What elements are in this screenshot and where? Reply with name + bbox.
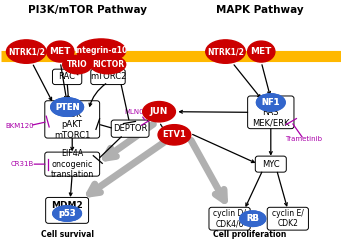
- FancyBboxPatch shape: [52, 69, 82, 85]
- Text: MDM2: MDM2: [51, 201, 83, 220]
- Text: MAPK Pathway: MAPK Pathway: [216, 5, 303, 15]
- Ellipse shape: [90, 55, 126, 74]
- Text: MET: MET: [50, 47, 71, 56]
- Text: RICTOR: RICTOR: [92, 60, 124, 69]
- Text: p53: p53: [58, 209, 76, 218]
- Ellipse shape: [240, 211, 266, 226]
- Text: JUN: JUN: [150, 107, 168, 116]
- Text: cyclin D/
CDK4/6: cyclin D/ CDK4/6: [213, 209, 246, 228]
- Text: PI3K
pAKT
mTORC1: PI3K pAKT mTORC1: [54, 99, 90, 139]
- Ellipse shape: [53, 206, 81, 221]
- Ellipse shape: [51, 98, 83, 116]
- Text: cyclin E/
CDK2: cyclin E/ CDK2: [272, 209, 304, 228]
- Ellipse shape: [240, 211, 266, 226]
- Text: PTEN: PTEN: [55, 103, 79, 111]
- Ellipse shape: [206, 40, 245, 63]
- Text: NF1: NF1: [262, 98, 280, 107]
- Text: RB: RB: [246, 214, 259, 223]
- Ellipse shape: [63, 55, 92, 74]
- Ellipse shape: [77, 39, 126, 62]
- FancyBboxPatch shape: [45, 101, 100, 138]
- FancyBboxPatch shape: [209, 207, 250, 230]
- Text: DEPTOR: DEPTOR: [113, 124, 147, 133]
- Ellipse shape: [158, 125, 191, 145]
- Text: PI3K/mTOR Pathway: PI3K/mTOR Pathway: [28, 5, 147, 15]
- FancyBboxPatch shape: [45, 152, 100, 176]
- Ellipse shape: [6, 40, 46, 63]
- Text: p53: p53: [58, 209, 76, 218]
- Ellipse shape: [248, 41, 275, 62]
- FancyBboxPatch shape: [91, 69, 125, 85]
- Text: mTORC2: mTORC2: [90, 72, 126, 81]
- Text: BKM120: BKM120: [5, 122, 34, 129]
- Ellipse shape: [256, 94, 285, 111]
- Ellipse shape: [53, 206, 81, 221]
- FancyBboxPatch shape: [267, 207, 308, 230]
- Text: RAS
MEK/ERK: RAS MEK/ERK: [252, 98, 290, 127]
- Ellipse shape: [51, 98, 83, 116]
- Ellipse shape: [47, 41, 74, 62]
- FancyBboxPatch shape: [111, 120, 149, 137]
- Text: CR31B: CR31B: [10, 161, 34, 167]
- Text: MET: MET: [251, 47, 272, 56]
- FancyBboxPatch shape: [45, 197, 89, 223]
- FancyBboxPatch shape: [255, 156, 286, 172]
- Text: RB: RB: [246, 214, 259, 223]
- Text: Cell survival: Cell survival: [41, 230, 94, 239]
- Text: NTRK1/2: NTRK1/2: [8, 47, 45, 56]
- Text: PTEN: PTEN: [55, 103, 79, 111]
- Text: Trametinib: Trametinib: [285, 136, 323, 142]
- FancyBboxPatch shape: [248, 96, 294, 129]
- Text: MLN0128: MLN0128: [124, 109, 158, 115]
- Ellipse shape: [256, 94, 285, 111]
- Text: EIF4A
oncogenic
translation: EIF4A oncogenic translation: [51, 149, 94, 179]
- Text: ETV1: ETV1: [162, 130, 186, 139]
- Text: RAC: RAC: [58, 72, 76, 81]
- Text: integrin-α10: integrin-α10: [75, 46, 128, 55]
- Text: Cell proliferation: Cell proliferation: [213, 230, 286, 239]
- Ellipse shape: [143, 101, 175, 122]
- Text: TRIO: TRIO: [67, 60, 88, 69]
- Text: MYC: MYC: [262, 160, 280, 169]
- Text: NTRK1/2: NTRK1/2: [207, 47, 244, 56]
- Text: NF1: NF1: [262, 98, 280, 107]
